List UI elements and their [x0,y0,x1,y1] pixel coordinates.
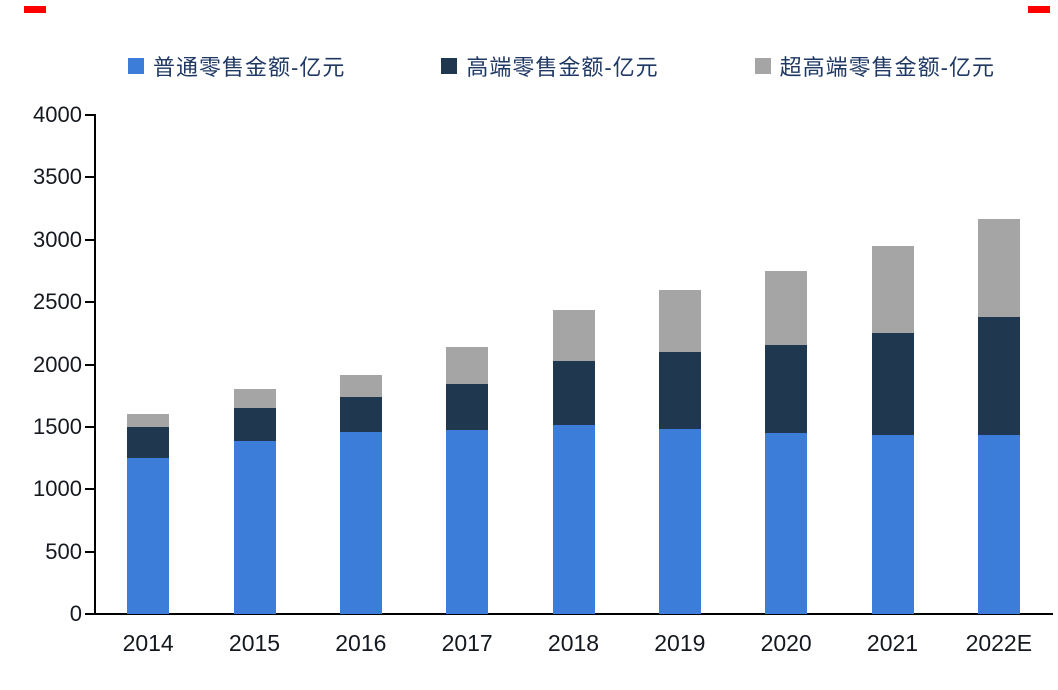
y-tick-label: 0 [69,601,82,626]
bar-segment [871,332,914,435]
y-tick-label: 1500 [33,413,82,439]
x-category-label: 2019 [654,630,706,656]
bar-segment [765,433,808,614]
legend-item-ultrahighend-retail: 超高端零售金额-亿元 [754,50,995,82]
bar-segment [871,246,914,333]
x-category-label: 2021 [866,630,919,656]
y-tick-label: 2000 [33,351,82,377]
bar-segment [552,360,595,426]
y-tick-label: 3500 [33,164,82,190]
legend-item-normal-retail: 普通零售金额-亿元 [128,50,345,82]
legend-swatch-highend-retail [441,58,458,74]
bar-segment [233,389,276,409]
x-category-label: 2022E [965,630,1033,656]
stacked-bar-2020 [765,270,808,614]
bar-segment [977,218,1020,318]
bar-segment [658,289,701,353]
y-tick-mark [85,238,94,241]
x-category-label: 2017 [441,630,493,656]
stacked-bar-2017 [446,347,489,614]
bar-segment [871,434,914,614]
y-axis-line [94,114,96,615]
legend: 普通零售金额-亿元 高端零售金额-亿元 超高端零售金额-亿元 [128,50,1058,82]
legend-swatch-ultrahighend-retail [754,58,771,74]
legend-label-normal-retail: 普通零售金额-亿元 [153,55,346,80]
y-tick-mark [85,114,94,116]
stacked-bar-2022E [977,218,1020,614]
y-tick-mark [85,363,94,366]
y-tick-mark [85,176,94,179]
y-tick-mark [85,425,94,428]
bar-segment [977,434,1020,614]
bar-segment [339,374,382,397]
x-category-label: 2020 [760,630,812,656]
bar-segment [977,317,1020,435]
bar-segment [339,431,382,614]
y-tick-label: 500 [45,538,82,564]
bar-segment [127,414,170,427]
legend-label-highend-retail: 高端零售金额-亿元 [466,55,659,80]
bar-segment [446,384,489,430]
bar-segment [446,430,489,614]
plot-area [95,115,1052,614]
y-tick-label: 2500 [33,289,82,315]
stacked-bar-2016 [339,374,382,614]
bar-segment [233,440,276,614]
x-category-label: 2018 [547,630,600,656]
legend-label-ultrahighend-retail: 超高端零售金额-亿元 [779,55,995,80]
red-corner-accent-right [1028,6,1050,13]
y-tick-mark [85,488,94,491]
bar-segment [552,309,595,361]
bar-segment [658,429,701,614]
stacked-bar-2021 [871,246,914,614]
y-tick-mark [85,613,94,615]
y-tick-label: 1000 [33,476,82,502]
y-tick-mark [85,550,94,553]
x-category-label: 2015 [228,630,281,656]
bar-segment [446,347,489,385]
y-tick-label: 3000 [33,226,82,252]
stacked-bar-2019 [658,289,701,614]
stacked-bar-2014 [127,414,170,614]
red-corner-accent-left [24,6,46,13]
bar-segment [658,352,701,430]
bar-segment [233,408,276,441]
bar-segment [127,426,170,459]
y-tick-label: 4000 [33,102,82,127]
x-category-label: 2016 [335,630,387,656]
bar-segment [127,458,170,614]
x-category-label: 2014 [122,630,174,656]
legend-item-highend-retail: 高端零售金额-亿元 [441,50,658,82]
x-axis-line [94,613,1053,615]
bar-segment [765,344,808,434]
bar-segment [765,270,808,345]
stacked-bar-2018 [552,309,595,614]
y-tick-mark [85,301,94,304]
bar-segment [552,425,595,614]
legend-swatch-normal-retail [128,58,144,74]
bar-segment [339,396,382,432]
stacked-bar-2015 [233,389,276,614]
